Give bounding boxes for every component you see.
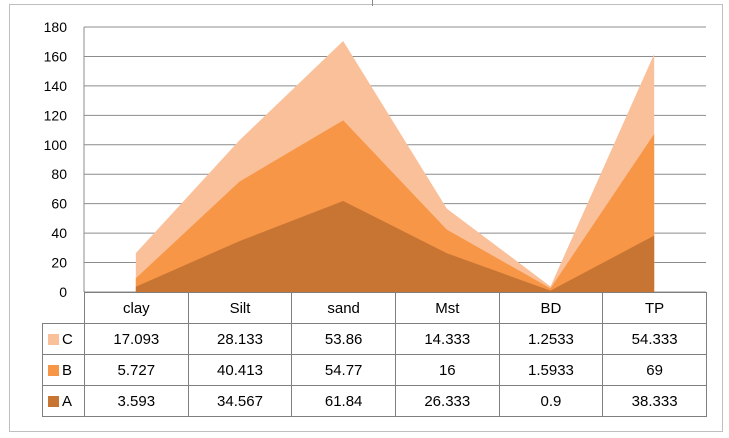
data-cell: 38.333 [602, 385, 707, 417]
legend-entry: B [42, 354, 85, 386]
data-cell: 3.593 [84, 385, 189, 417]
legend-swatch [48, 364, 59, 376]
data-cell: 26.333 [394, 385, 500, 417]
data-table: clay Silt sand Mst BD TP C 17.093 28.133 53.86 14.… [42, 292, 707, 417]
y-tick-label: 40 [51, 225, 67, 241]
category-label: Mst [394, 292, 500, 324]
category-label: sand [291, 292, 396, 324]
y-tick-label: 20 [51, 255, 67, 271]
data-cell: 0.9 [498, 385, 604, 417]
data-cell: 54.77 [291, 354, 396, 386]
data-cell: 61.84 [291, 385, 396, 417]
category-label: TP [602, 292, 707, 324]
table-row: A 3.593 34.567 61.84 26.333 0.9 38.333 [42, 385, 707, 417]
data-cell: 17.093 [84, 323, 189, 355]
area-series-a [135, 200, 655, 292]
category-label: Silt [187, 292, 293, 324]
y-tick-label: 0 [59, 284, 67, 300]
data-cell: 40.413 [187, 354, 293, 386]
y-tick-label: 180 [44, 19, 68, 35]
y-tick-label: 160 [44, 48, 68, 64]
y-tick-label: 140 [44, 78, 68, 94]
table-row: C 17.093 28.133 53.86 14.333 1.2533 54.333 [42, 323, 707, 355]
series-name: C [62, 330, 73, 348]
data-cell: 1.5933 [498, 354, 604, 386]
series-name: B [62, 361, 73, 379]
data-cell: 5.727 [84, 354, 189, 386]
area-series [135, 41, 655, 293]
category-label: BD [498, 292, 604, 324]
data-cell: 1.2533 [498, 323, 604, 355]
y-tick-label: 60 [51, 196, 67, 212]
frame-tick-mark [372, 0, 373, 6]
legend-entry: A [42, 385, 85, 417]
legend-swatch [48, 333, 59, 345]
data-cell: 53.86 [291, 323, 396, 355]
y-tick-label: 100 [44, 137, 68, 153]
y-tick-label: 120 [44, 107, 68, 123]
data-cell: 54.333 [602, 323, 707, 355]
legend-entry: C [42, 323, 85, 355]
category-label: clay [84, 292, 189, 324]
series-name: A [62, 392, 73, 410]
data-cell: 28.133 [187, 323, 293, 355]
data-cell: 69 [602, 354, 707, 386]
table-header-row: clay Silt sand Mst BD TP [43, 292, 707, 324]
y-tick-label: 80 [51, 166, 67, 182]
data-cell: 14.333 [394, 323, 500, 355]
table-corner [43, 293, 85, 324]
y-axis: 0 20 40 60 80 100 120 140 160 180 [44, 19, 85, 300]
data-cell: 34.567 [187, 385, 293, 417]
legend-swatch [48, 395, 59, 407]
table-row: B 5.727 40.413 54.77 16 1.5933 69 [42, 354, 707, 386]
data-cell: 16 [394, 354, 500, 386]
